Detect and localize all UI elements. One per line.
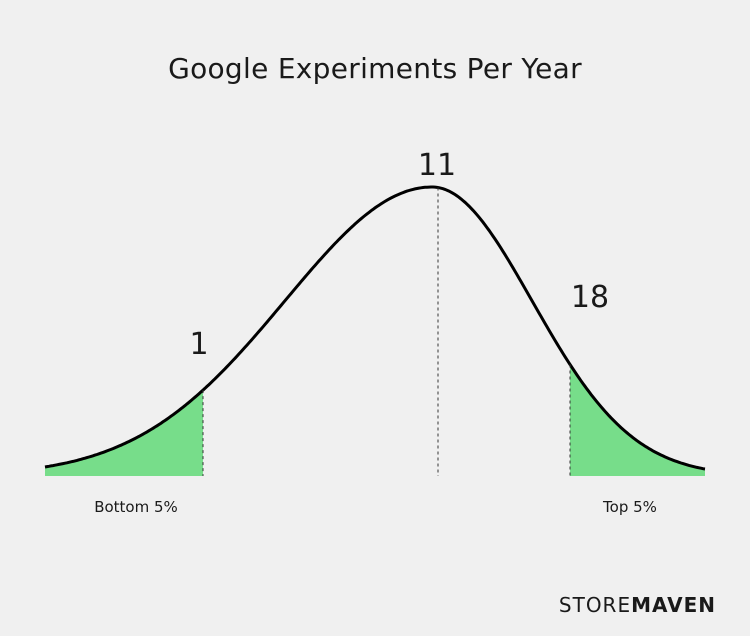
marker-label-median: 11 bbox=[418, 148, 456, 183]
marker-label-bottom: 1 bbox=[189, 327, 208, 362]
region-label-bottom: Bottom 5% bbox=[94, 498, 178, 516]
distribution-curve bbox=[44, 185, 706, 471]
region-label-top: Top 5% bbox=[602, 498, 657, 516]
brand-part-maven: MAVEN bbox=[631, 593, 716, 617]
marker-label-top: 18 bbox=[571, 280, 609, 315]
chart-title: Google Experiments Per Year bbox=[168, 52, 582, 85]
bottom-5-percent-area bbox=[45, 390, 203, 476]
top-5-percent-area bbox=[570, 364, 705, 476]
brand-logo: STOREMAVEN bbox=[559, 593, 716, 617]
brand-part-store: STORE bbox=[558, 593, 632, 617]
